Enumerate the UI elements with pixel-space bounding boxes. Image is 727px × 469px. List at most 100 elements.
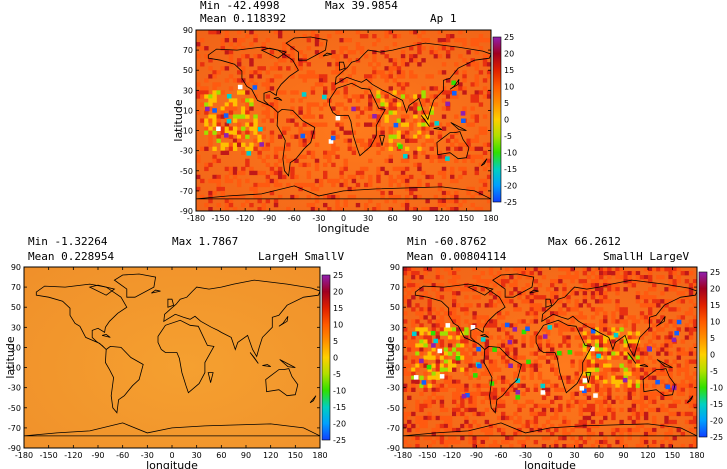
- lon-tick-label: 90: [412, 214, 422, 223]
- colorbar-tick-label: 20: [710, 285, 720, 294]
- lat-tick-label: -50: [180, 167, 193, 176]
- lat-tick-label: -90: [8, 444, 21, 453]
- br-mean-label: Mean 0.00804114: [407, 250, 507, 263]
- colorbar-tick-label: 15: [710, 301, 720, 310]
- x-axis-label: longitude: [318, 222, 370, 235]
- lat-tick-label: 30: [183, 86, 193, 95]
- colorbar: 25 20 15 10 5 0 -5 -10 -15 -20 -25: [698, 268, 723, 442]
- lat-tick-label: -10: [180, 127, 193, 136]
- lon-tick-label: 0: [341, 214, 346, 223]
- colorbar-ramp: [492, 36, 502, 203]
- lon-tick-label: -180: [394, 451, 412, 460]
- colorbar-tick-label: -20: [504, 182, 517, 191]
- lon-tick-label: 150: [288, 451, 303, 460]
- lat-tick-label: 50: [183, 66, 193, 75]
- colorbar-tick-label: 5: [333, 337, 338, 346]
- lon-tick-label: -120: [236, 214, 254, 223]
- lat-tick-label: 90: [183, 26, 193, 35]
- lon-tick-label: 0: [547, 451, 552, 460]
- colorbar-tick-label: 5: [710, 334, 715, 343]
- colorbar-tick-label: -5: [504, 132, 512, 141]
- lon-tick-label: -30: [312, 214, 325, 223]
- br-min-label: Min -60.8762: [407, 235, 487, 248]
- lat-tick-label: -10: [387, 364, 400, 373]
- bl-max-label: Max 1.7867: [172, 235, 239, 248]
- lat-tick-label: 90: [390, 263, 400, 272]
- colorbar-tick-label: -25: [710, 433, 723, 442]
- bl-mean-label: Mean 0.228954: [28, 250, 115, 263]
- lat-tick-label: 70: [183, 46, 193, 55]
- lat-tick-label: 70: [390, 283, 400, 292]
- lat-tick-label: 70: [11, 283, 21, 292]
- lat-tick-label: 50: [11, 303, 21, 312]
- colorbar-tick-label: -5: [333, 370, 341, 379]
- colorbar-ramp: [698, 271, 708, 438]
- lon-tick-label: -180: [187, 214, 205, 223]
- lat-tick-label: -70: [180, 187, 193, 196]
- lat-tick-label: -90: [387, 444, 400, 453]
- x-axis-label: longitude: [146, 459, 198, 469]
- x-axis-label: longitude: [524, 459, 576, 469]
- lon-tick-label: -60: [494, 451, 507, 460]
- lon-tick-label: 120: [640, 451, 655, 460]
- lat-tick-label: -50: [387, 404, 400, 413]
- lat-tick-label: -30: [387, 384, 400, 393]
- top-min-label: Min -42.4998: [200, 0, 280, 12]
- colorbar-tick-label: -10: [333, 387, 346, 396]
- colorbar-tick-label: -25: [504, 198, 517, 207]
- lon-tick-label: 150: [459, 214, 474, 223]
- colorbar-tick-label: 25: [710, 268, 720, 277]
- colorbar-tick-label: 0: [504, 116, 509, 125]
- lat-tick-label: -90: [180, 207, 193, 216]
- lat-tick-label: -70: [8, 424, 21, 433]
- lat-tick-label: -30: [8, 384, 21, 393]
- lon-tick-label: 0: [169, 451, 174, 460]
- colorbar-tick-label: 20: [504, 50, 514, 59]
- colorbar-tick-label: -10: [504, 149, 517, 158]
- br-max-label: Max 66.2612: [548, 235, 621, 248]
- colorbar: 25 20 15 10 5 0 -5 -10 -15 -20 -25: [321, 271, 346, 445]
- lon-tick-label: 30: [569, 451, 579, 460]
- bl-min-label: Min -1.32264: [28, 235, 108, 248]
- top-mean-label: Mean 0.118392: [200, 12, 287, 25]
- coastlines: [403, 273, 697, 437]
- lat-tick-label: -50: [8, 404, 21, 413]
- y-axis-label: latitude: [172, 99, 185, 141]
- lat-tick-label: 10: [183, 106, 193, 115]
- colorbar-tick-label: 15: [333, 304, 343, 313]
- field-background: [24, 267, 320, 448]
- lon-tick-label: -90: [263, 214, 276, 223]
- colorbar-tick-label: -15: [333, 403, 346, 412]
- lon-tick-label: -90: [470, 451, 483, 460]
- lon-tick-label: 120: [434, 214, 449, 223]
- lon-tick-label: 60: [388, 214, 398, 223]
- colorbar-tick-label: 5: [504, 99, 509, 108]
- lon-tick-label: -180: [15, 451, 33, 460]
- colorbar-tick-label: 25: [333, 271, 343, 280]
- lon-tick-label: 180: [689, 451, 704, 460]
- lon-tick-label: -150: [212, 214, 230, 223]
- lon-tick-label: -150: [40, 451, 58, 460]
- lon-tick-label: -90: [91, 451, 104, 460]
- top-case-label: Ap 1: [430, 12, 457, 25]
- lon-tick-label: -150: [418, 451, 436, 460]
- colorbar: 25 20 15 10 5 0 -5 -10 -15 -20 -25: [492, 33, 517, 207]
- lat-tick-label: 10: [390, 343, 400, 352]
- lon-tick-label: 120: [263, 451, 278, 460]
- field-bottom-right: [403, 267, 697, 448]
- field-bottom-left: [24, 267, 320, 448]
- colorbar-tick-label: 15: [504, 66, 514, 75]
- colorbar-tick-label: 10: [504, 83, 514, 92]
- colorbar-tick-label: 10: [710, 318, 720, 327]
- lat-tick-label: -10: [8, 364, 21, 373]
- lon-tick-label: -60: [288, 214, 301, 223]
- coastlines: [196, 36, 491, 200]
- colorbar-tick-label: -15: [710, 400, 723, 409]
- map-panel-top: -180 -150 -120 -90 -60 -30 0 30 60 90 120 150 180907…: [172, 26, 517, 235]
- br-case-label: SmallH LargeV: [603, 250, 690, 263]
- colorbar-tick-label: -20: [710, 417, 723, 426]
- lon-tick-label: 180: [312, 451, 327, 460]
- top-max-label: Max 39.9854: [325, 0, 398, 12]
- lon-tick-label: -30: [141, 451, 154, 460]
